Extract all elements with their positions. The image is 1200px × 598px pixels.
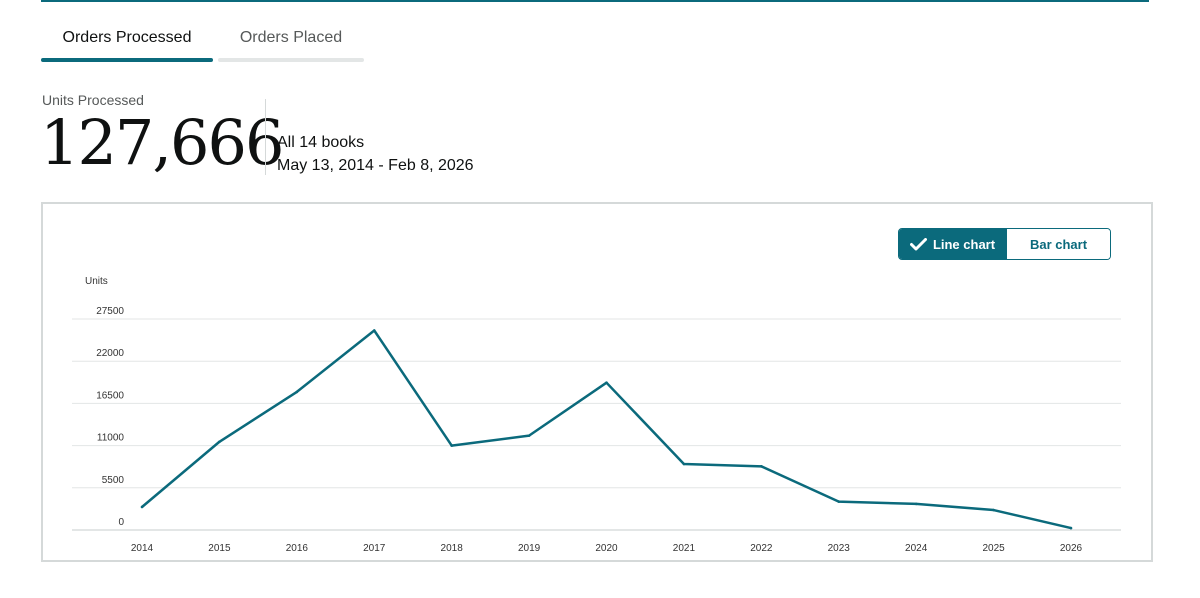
- data-point: [760, 465, 763, 468]
- x-tick-label: 2021: [673, 543, 696, 554]
- series-line: [141, 329, 1072, 530]
- bar-chart-button[interactable]: Bar chart: [1006, 229, 1110, 259]
- bar-chart-label: Bar chart: [1029, 236, 1088, 252]
- x-tick-label: 2024: [905, 543, 928, 554]
- data-point: [218, 440, 221, 444]
- x-tick-label: 2026: [1060, 543, 1083, 554]
- units-total: 127,666: [40, 106, 284, 179]
- data-point: [605, 381, 608, 384]
- y-axis-label: Units: [85, 276, 108, 287]
- x-tick-label: 2022: [750, 543, 773, 554]
- y-tick-label: 27500: [96, 306, 124, 317]
- data-point: [682, 462, 686, 466]
- date-range: May 13, 2014 - Feb 8, 2026: [277, 157, 474, 174]
- y-tick-label: 5500: [102, 475, 125, 486]
- y-tick-label: 11000: [97, 433, 125, 444]
- units-processed-label: Units Processed: [42, 92, 144, 108]
- data-point: [140, 505, 144, 509]
- x-tick-label: 2025: [982, 543, 1005, 554]
- chart-type-toggle: Line chart Bar chart: [898, 228, 1111, 260]
- tab-orders-processed[interactable]: Orders Processed: [41, 28, 213, 62]
- data-point: [372, 329, 376, 332]
- top-panel-border: [41, 0, 1149, 2]
- books-scope: All 14 books: [277, 134, 365, 151]
- data-point: [992, 508, 995, 512]
- x-tick-label: 2017: [363, 543, 386, 554]
- x-tick-label: 2014: [131, 543, 154, 554]
- checkmark-icon: [909, 237, 927, 250]
- chart-panel: [41, 202, 1153, 562]
- tab-label: Orders Processed: [62, 29, 192, 46]
- y-tick-label: 16500: [96, 390, 124, 401]
- data-point: [837, 500, 841, 503]
- x-tick-label: 2015: [208, 543, 231, 554]
- x-tick-label: 2016: [286, 543, 309, 554]
- tab-inactive-indicator: [218, 58, 364, 62]
- line-chart-button[interactable]: Line chart: [899, 229, 1006, 259]
- x-tick-label: 2023: [828, 543, 851, 554]
- x-tick-label: 2020: [595, 543, 618, 554]
- tab-label: Orders Placed: [239, 29, 343, 46]
- x-tick-label: 2018: [441, 543, 464, 554]
- x-tick-label: 2019: [518, 543, 541, 554]
- y-tick-label: 22000: [96, 348, 124, 359]
- tab-orders-placed[interactable]: Orders Placed: [218, 28, 364, 62]
- data-point: [1069, 526, 1073, 530]
- tab-active-indicator: [41, 58, 213, 62]
- y-tick-label: 0: [118, 517, 124, 528]
- data-point: [295, 390, 299, 394]
- summary-divider: [265, 99, 266, 175]
- data-point: [527, 434, 531, 437]
- line-chart-label: Line chart: [932, 236, 996, 252]
- data-point: [914, 502, 918, 506]
- data-point: [450, 444, 453, 447]
